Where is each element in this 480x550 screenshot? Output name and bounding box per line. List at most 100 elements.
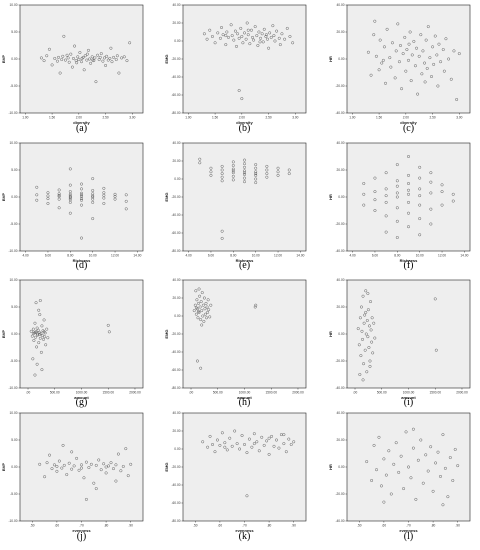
- y-axis-label: EMG: [164, 329, 169, 338]
- data-point: [387, 449, 391, 453]
- data-point: [202, 319, 206, 323]
- data-point: [365, 319, 369, 322]
- data-point: [237, 36, 241, 40]
- data-point: [235, 442, 239, 446]
- data-point: [267, 46, 271, 50]
- data-point: [68, 211, 72, 215]
- data-point: [230, 34, 234, 38]
- data-point: [423, 61, 427, 65]
- data-point: [415, 46, 418, 50]
- data-point: [254, 163, 258, 167]
- x-axis-label: Richness: [236, 258, 255, 263]
- data-point: [206, 298, 210, 302]
- x-tick-label: 10.00: [252, 254, 260, 258]
- data-point: [209, 173, 213, 177]
- data-point: [57, 55, 60, 59]
- data-point: [377, 435, 381, 439]
- x-tick-label: .50: [30, 524, 35, 528]
- data-point: [439, 474, 442, 478]
- data-point: [381, 58, 385, 62]
- data-point: [72, 464, 76, 468]
- y-tick-label: -80.00: [171, 249, 180, 253]
- data-point: [203, 312, 207, 316]
- data-point: [254, 177, 258, 181]
- data-point: [245, 494, 249, 498]
- data-point: [456, 464, 460, 468]
- data-point: [431, 489, 435, 493]
- data-point: [412, 39, 416, 43]
- data-point: [102, 462, 106, 466]
- data-point: [409, 79, 413, 83]
- x-tick-label: 1.00: [349, 116, 355, 120]
- data-point: [253, 25, 257, 29]
- data-point: [356, 327, 360, 331]
- data-point: [254, 181, 258, 185]
- y-tick-label: -40.00: [335, 111, 344, 115]
- data-point: [240, 97, 244, 101]
- x-tick-label: 1.00: [185, 116, 191, 120]
- data-point: [92, 481, 96, 485]
- data-point: [372, 321, 376, 325]
- data-point: [116, 452, 120, 456]
- data-point: [257, 30, 261, 34]
- data-point: [385, 27, 389, 31]
- data-point: [265, 164, 269, 168]
- panel-label: (c): [403, 123, 414, 134]
- data-point: [399, 454, 403, 458]
- y-tick-label: -20.00: [335, 222, 344, 226]
- data-point: [62, 463, 66, 467]
- x-tick-label: .50: [357, 524, 362, 528]
- data-point: [198, 157, 202, 161]
- data-point: [205, 37, 209, 41]
- data-point: [424, 38, 428, 42]
- data-point: [220, 229, 224, 233]
- data-point: [34, 330, 38, 334]
- data-point: [384, 473, 388, 477]
- data-point: [228, 436, 232, 440]
- data-point: [237, 89, 241, 92]
- chart-panel-2: 1.00 1.50 2.00 2.50 3.00 40.00 20.00 0.00 -20.00…: [164, 3, 307, 134]
- data-point: [407, 182, 410, 185]
- y-tick-label: -5.00: [10, 359, 17, 363]
- data-point: [43, 335, 47, 339]
- data-point: [282, 433, 286, 437]
- data-point: [48, 453, 51, 457]
- data-point: [218, 443, 222, 447]
- x-tick-label: .80: [431, 524, 436, 528]
- x-tick-label: 4.00: [185, 254, 191, 258]
- data-point: [68, 183, 72, 187]
- data-point: [197, 310, 200, 313]
- data-point: [418, 187, 422, 191]
- chart-panel-7: .00 500.00 1000.00 1500.00 2000.00 10.00 5.00 0…: [1, 278, 144, 408]
- data-point: [75, 456, 79, 460]
- data-point: [436, 450, 440, 454]
- y-tick-label: 0.00: [11, 465, 17, 469]
- data-point: [194, 289, 198, 293]
- x-axis-label: diversity: [73, 120, 90, 125]
- y-tick-label: 40.00: [337, 278, 345, 282]
- data-point: [362, 362, 366, 366]
- data-point: [52, 463, 56, 467]
- y-axis-label: EMG: [164, 462, 169, 471]
- x-tick-label: .70: [242, 524, 247, 528]
- data-point: [194, 312, 198, 316]
- panel-label: (f): [404, 260, 414, 271]
- x-tick-label: 4.00: [22, 254, 28, 258]
- y-axis-label: HR: [328, 56, 333, 62]
- x-tick-label: 10.00: [416, 254, 424, 258]
- plot-area: [19, 142, 144, 252]
- data-point: [384, 230, 388, 234]
- data-point: [395, 184, 399, 188]
- data-point: [371, 351, 375, 355]
- data-point: [68, 167, 72, 171]
- data-point: [418, 165, 422, 169]
- data-point: [229, 23, 233, 27]
- data-point: [434, 461, 438, 465]
- plot-area: [19, 4, 144, 114]
- panel-label: (e): [239, 260, 250, 271]
- data-point: [203, 307, 207, 311]
- y-tick-label: 5.00: [11, 30, 17, 34]
- data-point: [60, 466, 64, 470]
- data-point: [409, 476, 413, 480]
